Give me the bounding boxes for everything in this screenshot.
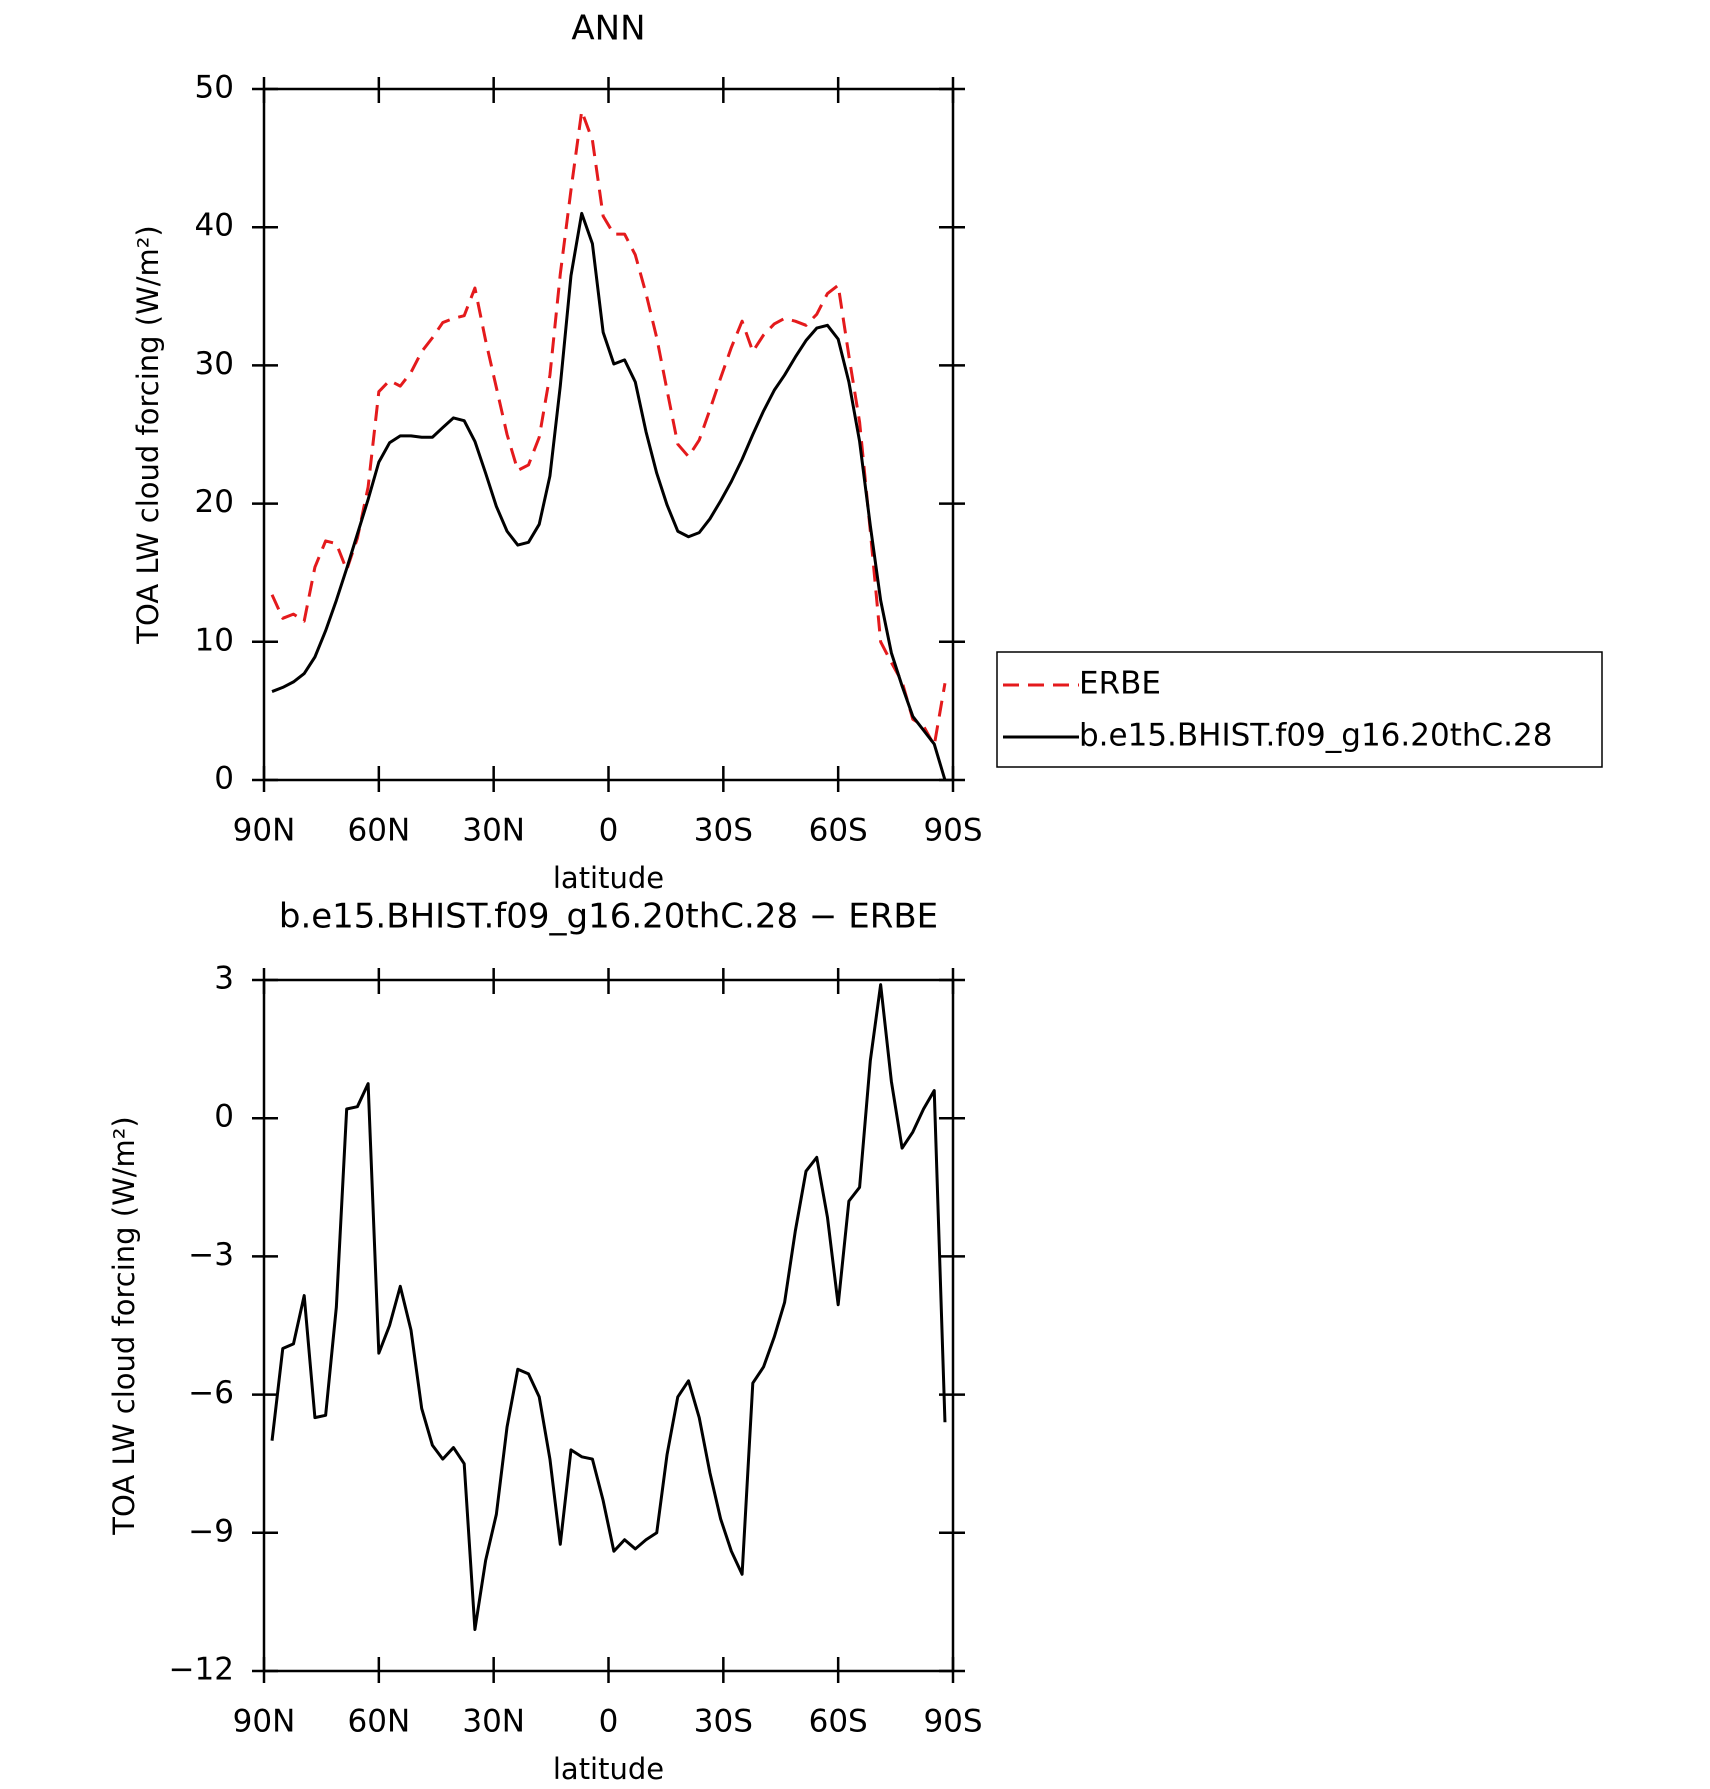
x-tick-label: 30N (462, 1704, 525, 1740)
x-tick-label: 90N (233, 1704, 296, 1740)
x-tick-label: 90S (923, 1704, 982, 1740)
y-tick-label: 50 (195, 70, 234, 106)
y-tick-label: 3 (214, 961, 234, 997)
legend-label: ERBE (1079, 666, 1161, 702)
x-tick-label: 60S (809, 813, 868, 849)
y-tick-label: −3 (188, 1237, 234, 1273)
x-axis-label: latitude (553, 861, 664, 895)
plot-frame (262, 87, 955, 782)
y-tick-label: 40 (195, 208, 234, 244)
y-tick-label: 30 (195, 346, 234, 382)
data-line (270, 109, 947, 747)
y-tick-label: −9 (188, 1513, 234, 1549)
y-tick-label: 20 (195, 484, 234, 520)
x-tick-label: 90S (923, 813, 982, 849)
chart-title: b.e15.BHIST.f09_g16.20thC.28 − ERBE (279, 897, 938, 937)
y-tick-label: −6 (188, 1375, 234, 1411)
x-tick-label: 90N (233, 813, 296, 849)
x-tick-label: 30S (694, 1704, 753, 1740)
y-tick-label: 0 (214, 1099, 234, 1135)
chart-title: ANN (571, 9, 645, 49)
x-axis-label: latitude (553, 1752, 664, 1786)
x-tick-label: 0 (599, 1704, 619, 1740)
legend: ERBE b.e15.BHIST.f09_g16.20thC.28 (996, 651, 1603, 768)
x-tick-label: 0 (599, 813, 619, 849)
y-tick-label: −12 (169, 1652, 234, 1688)
y-axis-label: TOA LW cloud forcing (W/m²) (131, 225, 165, 644)
x-tick-label: 60N (348, 1704, 411, 1740)
legend-box (996, 651, 1603, 768)
x-tick-label: 30N (462, 813, 525, 849)
data-line (270, 983, 947, 1632)
x-tick-label: 60S (809, 1704, 868, 1740)
data-line (271, 211, 947, 781)
y-axis-label: TOA LW cloud forcing (W/m²) (107, 1116, 141, 1535)
y-tick-label: 0 (214, 761, 234, 797)
y-tick-label: 10 (195, 622, 234, 658)
x-tick-label: 60N (348, 813, 411, 849)
legend-label: b.e15.BHIST.f09_g16.20thC.28 (1079, 718, 1552, 754)
x-tick-label: 30S (694, 813, 753, 849)
plot-frame (262, 978, 955, 1673)
